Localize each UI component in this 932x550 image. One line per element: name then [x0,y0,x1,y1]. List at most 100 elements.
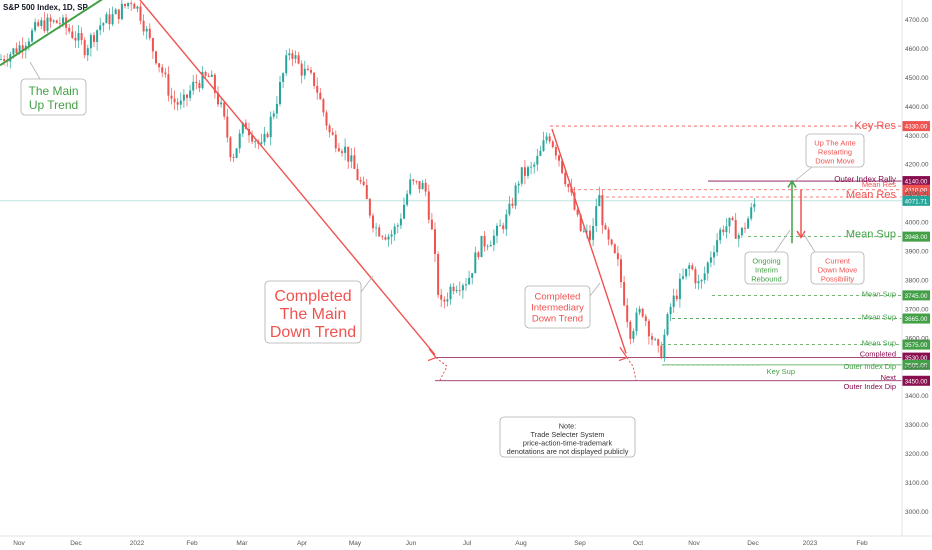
candle-body [353,155,356,169]
candle-body [613,244,616,254]
candle-body [182,94,185,101]
candle-body [399,218,402,226]
candle-body [396,225,399,227]
candle-body [492,235,495,245]
candle-body [430,219,433,230]
candle-body [350,155,353,162]
candle-body [105,14,108,24]
candle-body [71,31,74,38]
callout-pointer [795,166,813,181]
candle-body [235,148,238,158]
candle-body [291,53,294,59]
candle-body [654,339,657,341]
note-callout-text: denotations are not displayed publicly [507,447,629,456]
candle-body [468,277,471,285]
candle-body [310,70,312,73]
candle-body [238,133,241,149]
candle-body [189,90,192,98]
candle-body [220,102,223,105]
candle-body [111,14,114,25]
candle-body [372,215,374,229]
price-badge-text: 4110.00 [905,187,928,194]
candle-body [545,136,548,141]
candle-body [297,55,300,64]
candle-body [300,63,303,76]
level-label: Mean Sup [846,229,896,241]
candle-body [179,100,182,105]
candle-body [638,308,641,313]
candle-body [328,125,331,133]
price-tick-label: 3800.00 [905,277,929,284]
candle-body [223,102,226,117]
candle-body [337,148,340,152]
candle-body [86,48,89,56]
candle-body [663,334,666,359]
candle-body [620,259,622,283]
candle-body [148,28,151,39]
candle-body [368,198,371,216]
candle-body [269,116,272,138]
price-badge [902,313,930,324]
candle-body [409,179,412,194]
candle-body [443,299,446,302]
candle-body [685,268,688,277]
candle-body [554,147,557,156]
candle-body [325,112,328,126]
candle-body [151,38,154,52]
candle-body [579,214,582,232]
candle-body [285,55,288,74]
candle-body [458,290,461,291]
level-label: Completed [860,350,896,359]
candle-body [740,227,743,236]
note-callout-box [499,416,636,458]
candle-body [294,55,297,59]
candle-body [551,141,554,148]
candle-body [279,81,281,104]
candle-body [68,27,71,32]
candle-body [381,236,384,238]
candle-body [102,23,105,26]
candle-body [130,2,133,4]
candle-body [244,122,247,129]
candle-body [635,312,638,332]
candle-body [595,206,598,226]
price-badge [902,290,930,301]
candle-body [713,252,715,258]
candle-body [266,133,269,138]
price-badge [902,359,930,370]
candle-body [213,74,216,93]
candle-body [89,35,92,49]
candle-body [539,150,542,156]
candle-body [359,179,362,182]
candle-body [582,230,585,232]
candle-body [18,45,21,54]
completed-intermediary-callout-text: Down Trend [532,314,583,325]
candle-body [21,45,24,51]
candle-body [55,20,58,24]
candle-body [412,179,415,181]
candle-body [706,262,709,274]
price-badge [902,184,930,195]
candle-body [15,48,18,54]
candle-body [241,122,244,134]
price-badge-text: 4140.00 [905,179,928,186]
candle-body [489,244,492,247]
candle-body [601,195,604,226]
candle-body [536,155,539,165]
price-tick-label: 3900.00 [905,249,929,256]
candle-body [527,167,529,176]
candle-body [728,217,731,227]
price-tick-label: 4600.00 [905,46,929,53]
candle-body [77,32,80,41]
candle-body [282,73,285,82]
candle-body [672,295,675,307]
price-badge [902,195,930,206]
time-tick-label: Apr [297,540,308,547]
time-tick-label: Dec [70,540,82,547]
candle-body [195,81,198,84]
price-badge-text: 3450.00 [905,378,928,385]
candle-body [632,331,635,339]
candle-body [316,85,319,93]
candle-body [145,28,148,32]
candle-body [3,59,6,61]
